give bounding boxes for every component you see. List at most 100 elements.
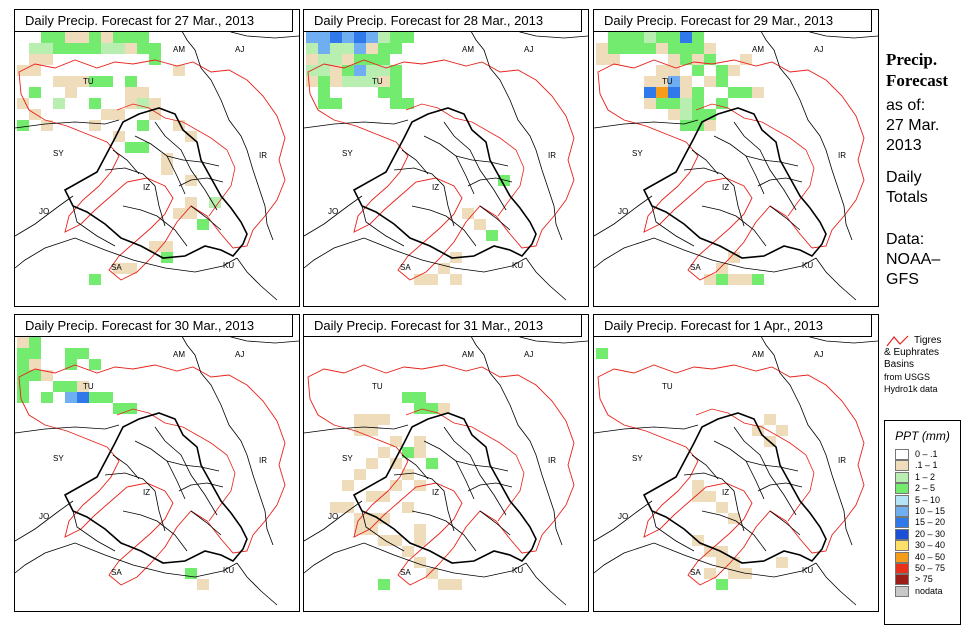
precip-cell [17,337,29,348]
map-country-label: SY [53,454,64,463]
precip-cell [728,568,740,579]
precip-cell [414,524,426,535]
precip-cell [692,109,704,120]
precip-cell [486,230,498,241]
map-country-label: IR [838,456,846,465]
precip-cell [173,120,185,131]
ppt-legend-row: 1 – 2 [885,471,960,483]
precip-cell [692,65,704,76]
precip-cell [318,65,330,76]
precip-cell [113,263,125,274]
precip-cell [366,32,378,43]
precip-cell [596,54,608,65]
precip-cell [620,32,632,43]
precip-cell [366,414,378,425]
map-country-label: TU [662,382,673,391]
admin-border [489,372,549,494]
precip-cell [644,43,656,54]
admin-border [525,257,567,301]
precip-cell [77,32,89,43]
precip-cell [680,98,692,109]
admin-border [837,492,853,546]
iraq-border [642,107,827,259]
precip-cell [704,491,716,502]
admin-border [236,257,278,301]
admin-border [200,372,260,494]
precip-cell [414,480,426,491]
precip-cell [378,32,390,43]
precip-cell [390,87,402,98]
iraq-border [352,107,537,259]
precip-cell [692,491,704,502]
precip-cell [318,43,330,54]
ppt-legend-label: > 75 [915,574,933,585]
precip-cell [330,54,342,65]
precip-cell [620,43,632,54]
precip-cell [366,491,378,502]
precip-cell [89,359,101,370]
precip-cell [680,43,692,54]
precip-cell [692,43,704,54]
data-line-3: GFS [886,271,919,288]
precip-cell [378,491,390,502]
precip-cells [330,392,462,590]
ppt-legend-swatch [895,585,909,597]
precip-cell [716,274,728,285]
precip-cell [330,98,342,109]
precip-cell [29,54,41,65]
ppt-legend-label: 30 – 40 [915,540,946,551]
admin-border [304,237,527,273]
precip-cell [378,54,390,65]
precip-cell [318,32,330,43]
map-country-label: SA [400,263,411,272]
map-country-label: AM [173,45,185,54]
precip-cell [692,87,704,98]
panel-title: Daily Precip. Forecast for 28 Mar., 2013 [304,10,582,32]
precip-cell [402,32,414,43]
forecast-map: AM AJ TU SY IR IZ JO SA KU [594,315,878,606]
admin-border [72,510,116,552]
admin-border [304,119,409,129]
map-country-label: JO [328,512,338,521]
map-country-label: KU [223,261,234,270]
precip-cell [41,120,53,131]
admin-border [779,67,839,189]
map-country-label: KU [802,261,813,270]
basin-legend-line-4: from USGS [884,372,931,382]
precip-cell [318,98,330,109]
admin-border [393,472,455,532]
map-country-label: IR [548,151,556,160]
map-country-label: IR [838,151,846,160]
basin-subdivide [116,103,236,217]
precip-cell [125,403,137,414]
admin-border [361,205,405,247]
basin-legend-line-5: Hydro1k data [884,384,938,394]
basin-outline [18,59,286,281]
data-line-2: NOAA– [886,251,941,268]
admin-border [594,500,653,542]
precip-cell [608,54,620,65]
precip-cell [354,65,366,76]
map-country-label: AJ [235,350,244,359]
precip-cell [704,120,716,131]
admin-border [525,562,567,606]
precip-cell [185,568,197,579]
precip-cell [89,274,101,285]
precip-cell [354,469,366,480]
admin-border [112,149,140,175]
admin-border [594,424,699,434]
precip-cell [716,98,728,109]
asof-date-2: 2013 [886,137,922,154]
precip-cell [101,109,113,120]
basin-legend-line-1: Tigres [914,335,942,346]
precip-cell [668,98,680,109]
precip-cell [632,43,644,54]
precip-cell [596,348,608,359]
precip-cell [41,32,53,43]
precip-cell [354,524,366,535]
map-panel-6: Daily Precip. Forecast for 1 Apr., 2013 … [593,314,879,612]
map-country-label: TU [372,382,383,391]
precip-cell [390,98,402,109]
map-country-label: JO [618,207,628,216]
admin-border [304,542,527,578]
